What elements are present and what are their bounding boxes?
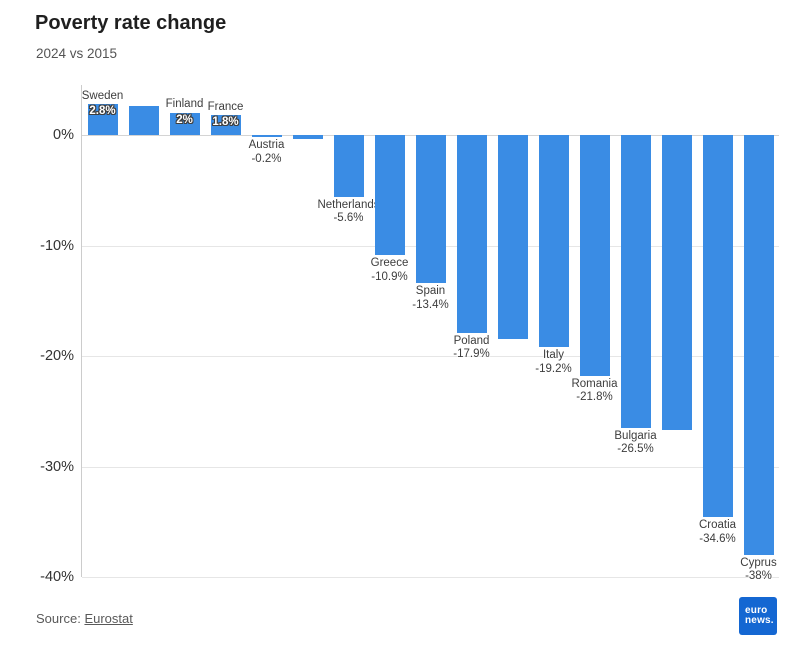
bar-value-label: 2.8%: [89, 105, 116, 118]
bar-value-label: -17.9%: [453, 348, 490, 361]
bar[interactable]: [292, 135, 323, 140]
bar-country-label: Greece -10.9%: [330, 257, 450, 284]
bar[interactable]: [497, 135, 528, 340]
bar-country-name: Spain: [415, 285, 446, 298]
source-note: Source: Eurostat: [36, 611, 133, 626]
bar-country-name: Bulgaria: [614, 429, 657, 442]
bar-spain[interactable]: [415, 135, 446, 284]
bar-country-label: Romania -21.8%: [535, 378, 655, 405]
bar-country-name: Cyprus: [740, 556, 777, 569]
bar-value-label: 1.8%: [212, 116, 239, 129]
bar-country-label: Croatia -34.6%: [658, 519, 778, 546]
bar-sweden[interactable]: [87, 104, 118, 135]
gridline: [82, 356, 779, 357]
bar-value-label: -13.4%: [412, 298, 449, 311]
source-prefix: Source:: [36, 611, 81, 626]
gridline: [82, 466, 779, 468]
bar-finland[interactable]: [169, 112, 200, 135]
bar-country-name: Croatia: [698, 519, 737, 532]
euronews-logo: euro news.: [739, 597, 777, 635]
bar-greece[interactable]: [374, 135, 405, 256]
bar-country-name: Italy: [542, 349, 565, 362]
bar[interactable]: [661, 135, 692, 431]
bar-country-label: Italy -19.2%: [494, 349, 614, 376]
bar[interactable]: [128, 106, 159, 135]
bar-country-label: Finland: [165, 98, 204, 111]
bar-cyprus[interactable]: [743, 135, 774, 555]
bar-netherlands[interactable]: [333, 135, 364, 197]
bar-value-label: -10.9%: [371, 270, 408, 283]
bar-country-label: Sweden: [81, 89, 124, 102]
chart-subtitle: 2024 vs 2015: [36, 46, 118, 61]
bar-country-label: Bulgaria -26.5%: [576, 430, 696, 457]
bar-romania[interactable]: [579, 135, 610, 376]
bar-austria[interactable]: [251, 135, 282, 138]
bar-country-label: France: [207, 100, 244, 113]
bar-country-label: Spain -13.4%: [371, 285, 491, 312]
y-axis-line: [81, 85, 82, 577]
bar-bulgaria[interactable]: [620, 135, 651, 428]
bar-country-label: Netherlands -5.6%: [289, 199, 409, 226]
bar-country-name: Netherlands: [317, 198, 380, 211]
euronews-logo-line2: news.: [745, 615, 774, 626]
bar-value-label: -5.6%: [333, 212, 364, 225]
bar-italy[interactable]: [538, 135, 569, 348]
y-axis-tick-label: -20%: [40, 348, 74, 364]
gridline: [82, 577, 779, 578]
bar-value-label: -34.6%: [699, 532, 736, 545]
chart-title: Poverty rate change: [35, 12, 227, 34]
bar-country-name: Austria: [248, 139, 285, 152]
bar-value-label: -0.2%: [251, 152, 282, 165]
y-axis-tick-label: -10%: [40, 237, 74, 254]
bar-country-label: Cyprus -38%: [699, 557, 800, 584]
bar-country-name: Poland: [453, 334, 490, 347]
y-axis-tick-label: -40%: [40, 569, 74, 585]
bar-value-label: -21.8%: [576, 391, 613, 404]
bar-france[interactable]: [210, 115, 241, 135]
bar-country-name: Greece: [370, 257, 409, 270]
bar-country-name: Romania: [571, 377, 618, 390]
bar-value-label: 2%: [176, 113, 193, 126]
bar-poland[interactable]: [456, 135, 487, 333]
y-axis-tick-label: -30%: [40, 458, 74, 475]
bar-croatia[interactable]: [702, 135, 733, 518]
bar-country-label: Austria -0.2%: [207, 139, 327, 166]
y-axis-tick-label: 0%: [53, 127, 74, 143]
bar-value-label: -19.2%: [535, 362, 572, 375]
bar-value-label: -38%: [745, 570, 772, 583]
euronews-logo-line1: euro: [745, 604, 768, 616]
bar-country-label: Poland -17.9%: [412, 335, 532, 362]
source-link[interactable]: Eurostat: [84, 611, 133, 626]
bar-value-label: -26.5%: [617, 443, 654, 456]
